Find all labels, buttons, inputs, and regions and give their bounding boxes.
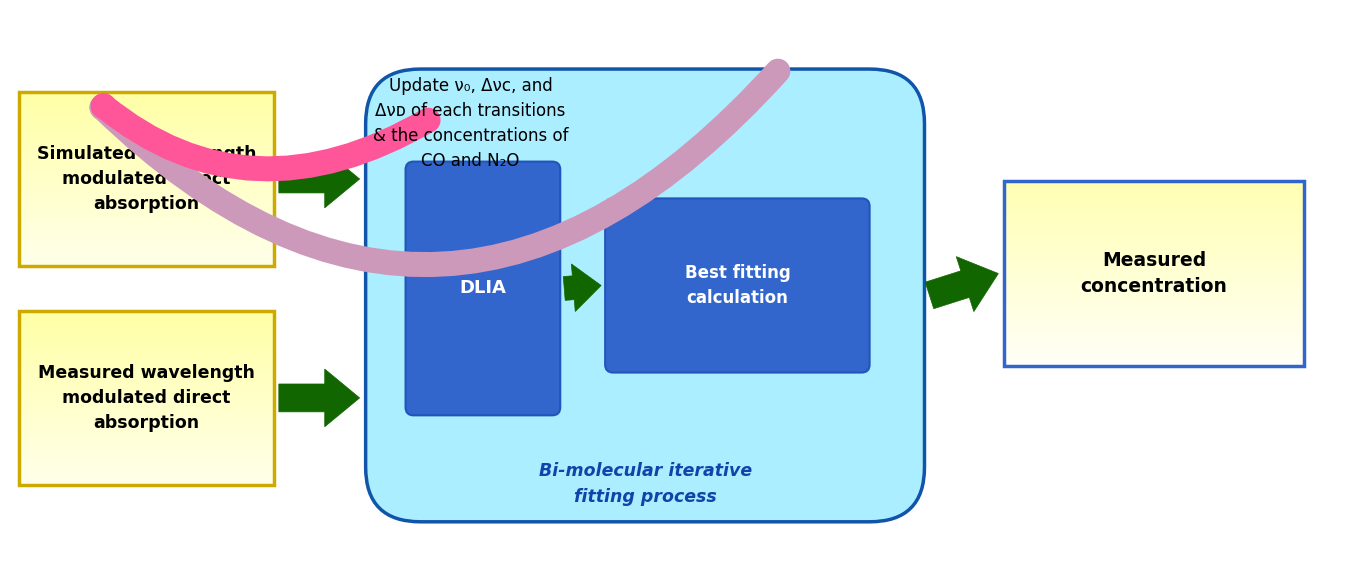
FancyArrowPatch shape xyxy=(102,71,779,265)
Text: Simulated wavelength
modulated direct
absorption: Simulated wavelength modulated direct ab… xyxy=(37,145,256,213)
Text: Best fitting
calculation: Best fitting calculation xyxy=(685,264,791,307)
FancyBboxPatch shape xyxy=(366,69,925,522)
Text: Measured wavelength
modulated direct
absorption: Measured wavelength modulated direct abs… xyxy=(38,364,255,432)
Polygon shape xyxy=(279,369,360,427)
FancyBboxPatch shape xyxy=(605,199,869,373)
Text: Measured
concentration: Measured concentration xyxy=(1080,251,1228,296)
Polygon shape xyxy=(563,264,601,311)
Text: Update ν₀, Δνᴄ, and
Δνᴅ of each transitions
& the concentrations of
CO and N₂O: Update ν₀, Δνᴄ, and Δνᴅ of each transiti… xyxy=(372,77,569,170)
Polygon shape xyxy=(925,256,998,311)
Text: Bi-molecular iterative
fitting process: Bi-molecular iterative fitting process xyxy=(539,462,751,506)
Polygon shape xyxy=(279,150,360,208)
FancyArrowPatch shape xyxy=(103,106,428,169)
FancyBboxPatch shape xyxy=(406,162,561,415)
Text: DLIA: DLIA xyxy=(459,279,506,297)
